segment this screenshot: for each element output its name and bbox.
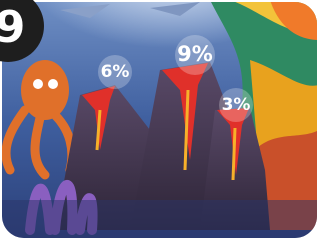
percentage-label: 9% bbox=[177, 42, 213, 66]
percentage-label: 3% bbox=[222, 95, 251, 115]
illustration: 6% 9% 3% 9 bbox=[0, 0, 319, 242]
badge-number: 9 bbox=[0, 2, 25, 53]
octopus-eye bbox=[33, 79, 43, 89]
seabed bbox=[0, 200, 319, 242]
page: {"badge": "9", "labels": ["6%", "9%", "3… bbox=[0, 0, 319, 242]
percentage-label: 6% bbox=[101, 62, 130, 82]
octopus-eye bbox=[48, 79, 58, 89]
scene: 6% 9% 3% bbox=[0, 0, 319, 242]
